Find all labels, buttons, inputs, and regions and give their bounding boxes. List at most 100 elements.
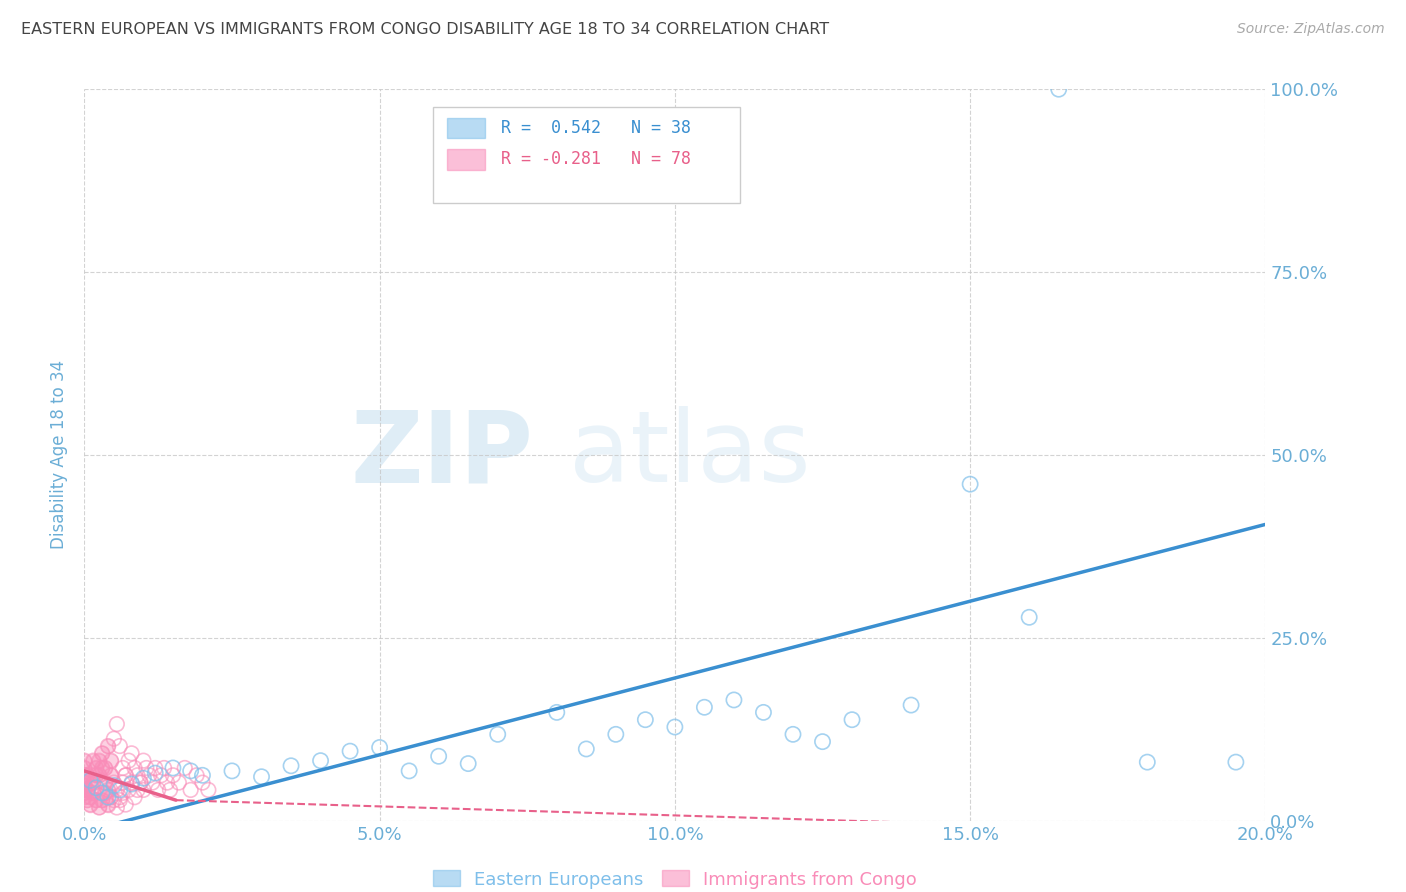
Point <box>76 793 98 807</box>
Point <box>841 713 863 727</box>
Text: Source: ZipAtlas.com: Source: ZipAtlas.com <box>1237 22 1385 37</box>
Point <box>94 786 117 800</box>
Point <box>97 739 120 753</box>
Point <box>76 768 98 782</box>
Point <box>89 754 111 768</box>
Point <box>79 790 101 805</box>
Point <box>79 775 101 789</box>
Point <box>114 797 136 812</box>
Point <box>73 775 96 789</box>
Point <box>693 700 716 714</box>
Point <box>76 783 98 797</box>
Point <box>121 775 143 789</box>
Point <box>97 783 120 797</box>
Point <box>191 768 214 782</box>
Point <box>97 790 120 805</box>
Point <box>97 797 120 812</box>
Point <box>76 793 98 807</box>
Point <box>94 786 117 800</box>
Point <box>73 761 96 775</box>
Point <box>84 793 107 807</box>
Point <box>79 775 101 789</box>
Point <box>89 768 111 782</box>
Y-axis label: Disability Age 18 to 34: Disability Age 18 to 34 <box>51 360 69 549</box>
Point <box>143 761 166 775</box>
Point <box>108 793 131 807</box>
Point <box>103 779 125 793</box>
Text: atlas: atlas <box>568 407 810 503</box>
Point <box>82 775 104 789</box>
Point <box>114 768 136 782</box>
Point <box>811 734 834 748</box>
Point <box>94 761 117 775</box>
Point <box>94 775 117 789</box>
Point <box>84 761 107 775</box>
Point <box>100 790 122 805</box>
Text: EASTERN EUROPEAN VS IMMIGRANTS FROM CONGO DISABILITY AGE 18 TO 34 CORRELATION CH: EASTERN EUROPEAN VS IMMIGRANTS FROM CONG… <box>21 22 830 37</box>
Point <box>100 768 122 782</box>
Point <box>89 800 111 814</box>
Point <box>141 775 163 789</box>
Point <box>782 727 804 741</box>
Point <box>108 783 131 797</box>
Point <box>339 744 361 758</box>
Point <box>76 783 98 797</box>
Point <box>84 793 107 807</box>
Text: ZIP: ZIP <box>350 407 533 503</box>
Point <box>91 793 114 807</box>
Point <box>162 768 184 782</box>
FancyBboxPatch shape <box>447 149 485 169</box>
Point <box>73 761 96 775</box>
Point <box>159 783 181 797</box>
Point <box>84 768 107 782</box>
Point <box>127 783 149 797</box>
Point <box>91 786 114 800</box>
Point <box>180 764 202 778</box>
Point <box>368 740 391 755</box>
Point <box>73 790 96 805</box>
Point <box>546 706 568 720</box>
Point <box>84 768 107 782</box>
Point <box>132 783 155 797</box>
Point <box>752 706 775 720</box>
Point <box>135 761 157 775</box>
Point <box>486 727 509 741</box>
Point <box>900 698 922 712</box>
Point <box>73 754 96 768</box>
Point <box>197 783 219 797</box>
Point <box>605 727 627 741</box>
Point <box>723 693 745 707</box>
Point <box>79 790 101 805</box>
Point <box>138 768 160 782</box>
Point <box>100 768 122 782</box>
Point <box>79 797 101 812</box>
Point <box>105 800 128 814</box>
Point <box>73 779 96 793</box>
Point <box>111 775 134 789</box>
Point <box>100 754 122 768</box>
Point <box>91 793 114 807</box>
Point <box>111 786 134 800</box>
Point <box>1225 755 1247 769</box>
Point <box>105 717 128 731</box>
Point <box>73 790 96 805</box>
Point <box>118 783 141 797</box>
Point <box>575 742 598 756</box>
Point <box>73 768 96 782</box>
Point <box>191 775 214 789</box>
Point <box>457 756 479 771</box>
Point <box>111 761 134 775</box>
Point <box>100 790 122 805</box>
Point <box>114 768 136 782</box>
Point <box>221 764 243 778</box>
Point <box>103 775 125 789</box>
Point <box>82 775 104 789</box>
Point <box>118 754 141 768</box>
Point <box>91 747 114 761</box>
Point <box>94 761 117 775</box>
Point <box>91 747 114 761</box>
Point <box>132 771 155 785</box>
Point <box>84 761 107 775</box>
Point <box>73 779 96 793</box>
Point <box>180 783 202 797</box>
